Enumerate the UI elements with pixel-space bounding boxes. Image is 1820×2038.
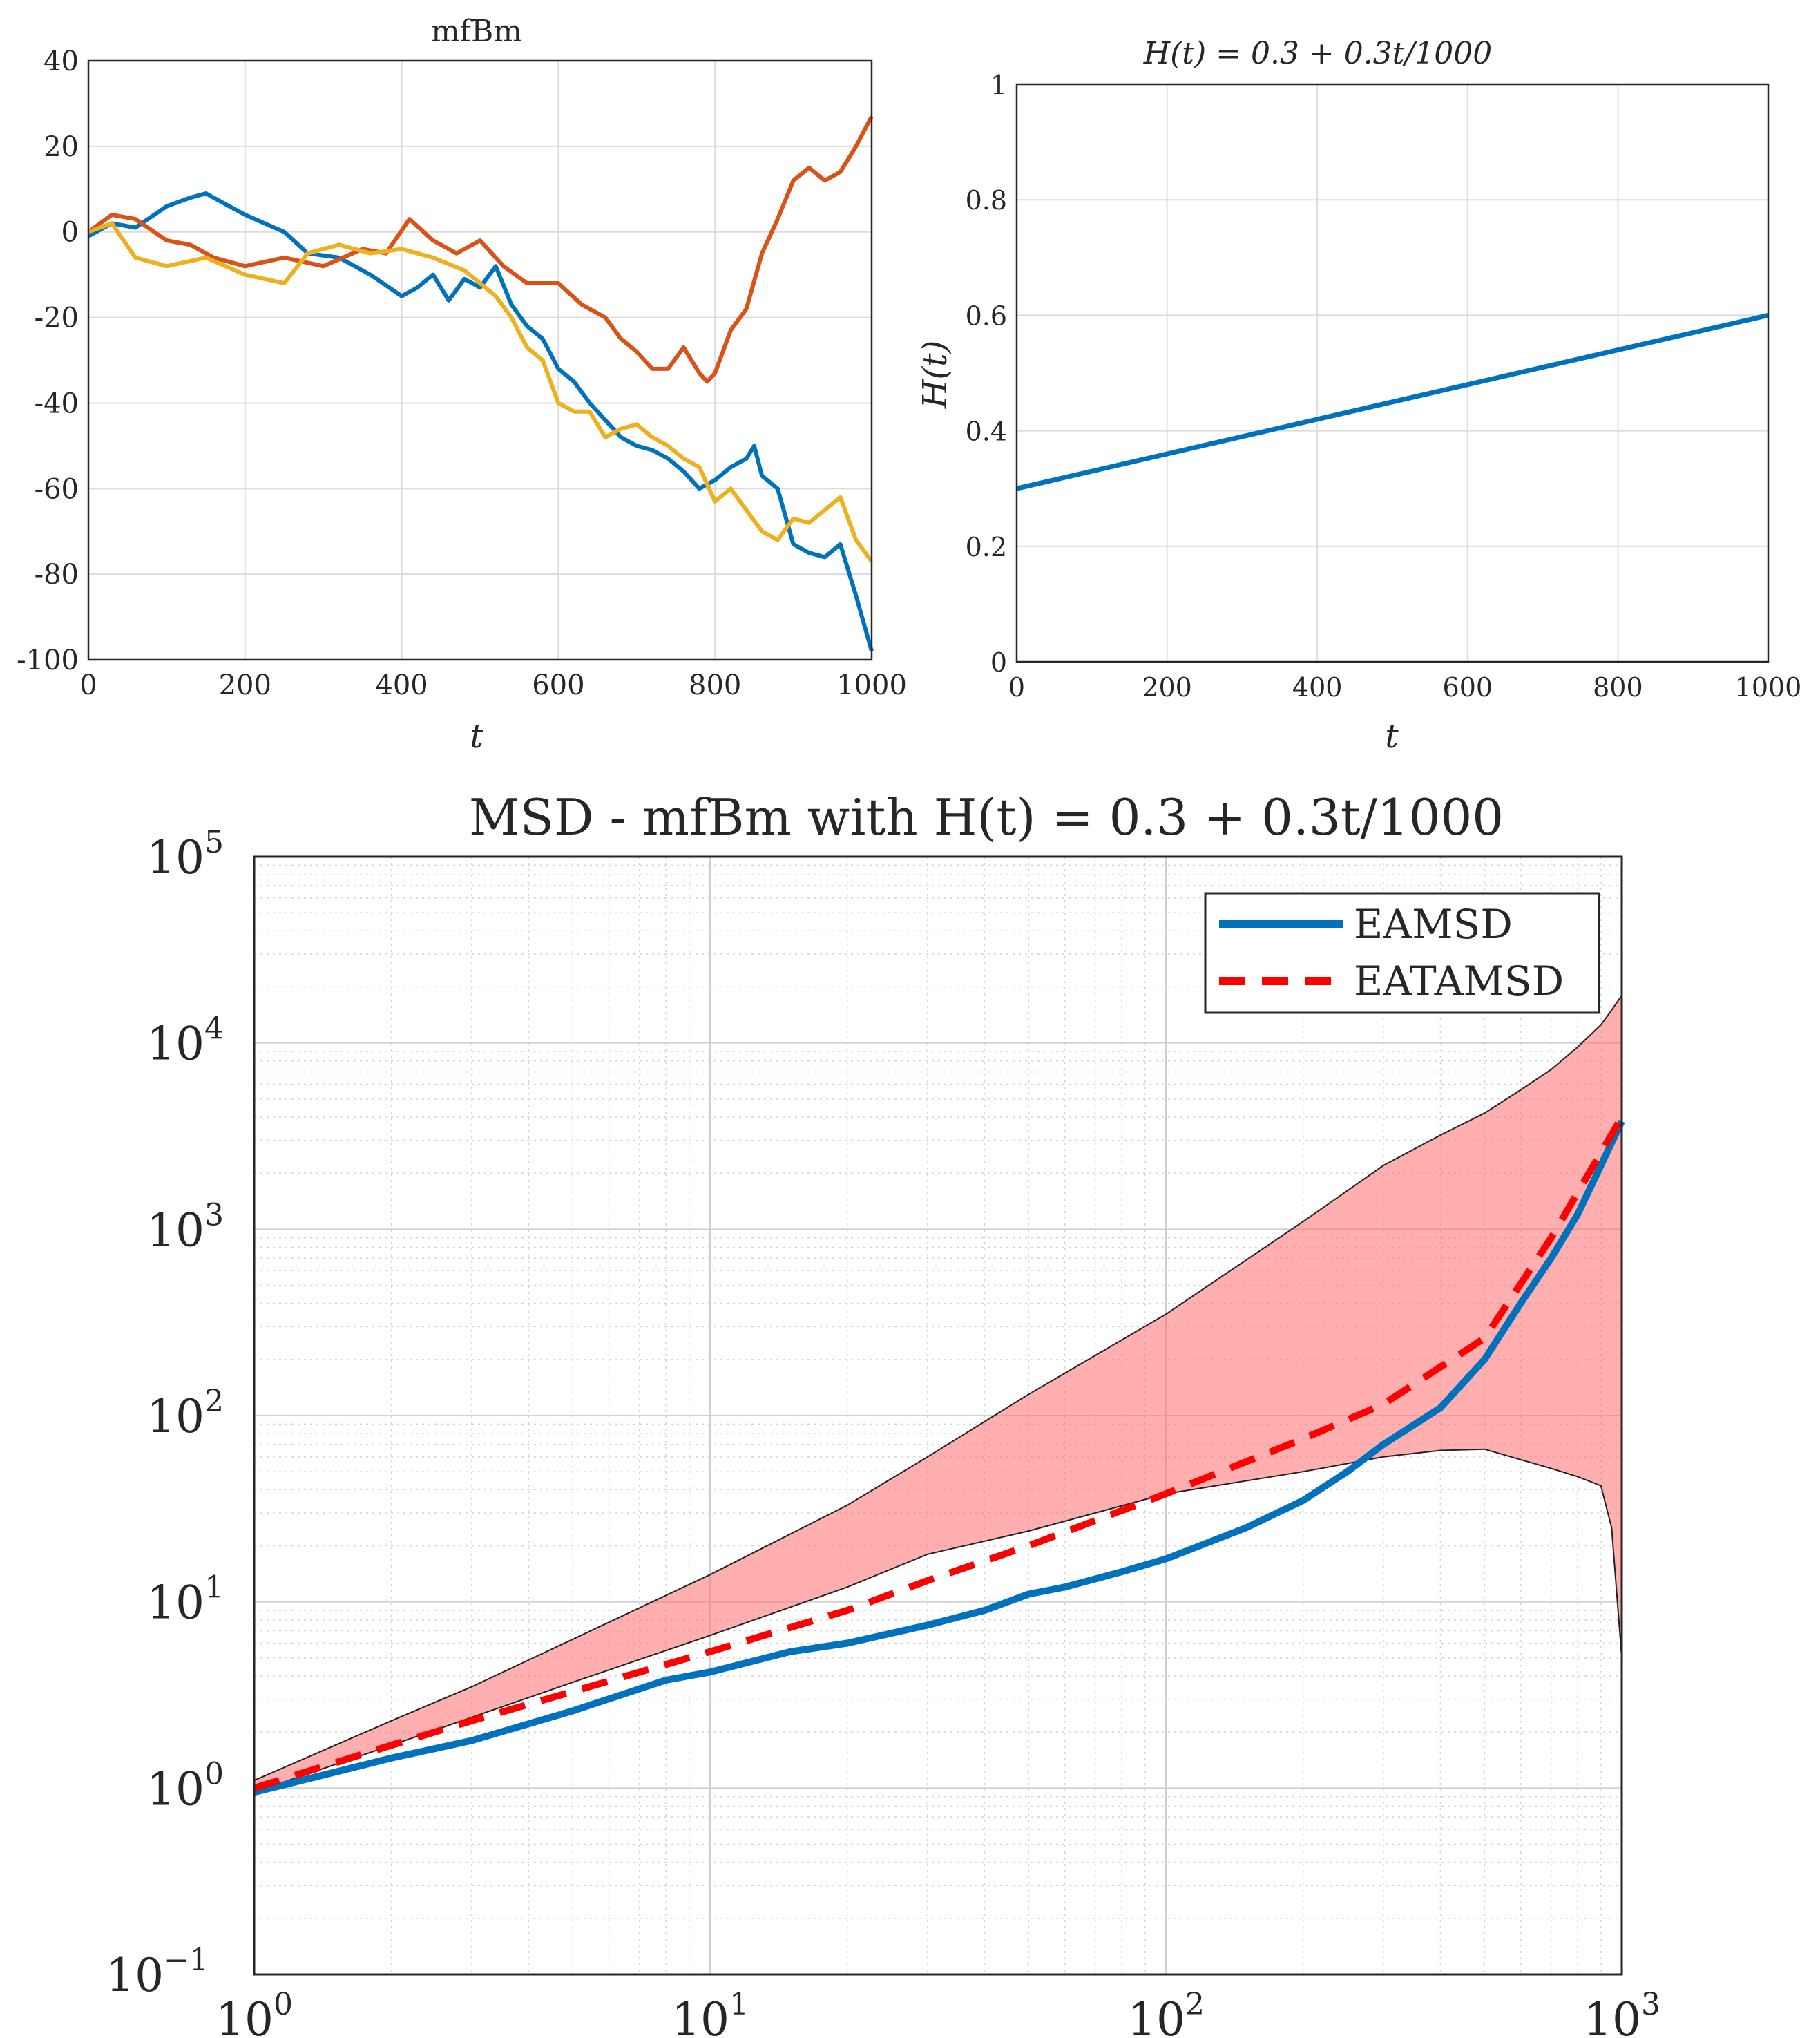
mfbm-ytick-2: -60 (35, 473, 79, 505)
hurst-ytick-1: 0.2 (966, 532, 1007, 562)
hurst-xtick-4: 800 (1593, 672, 1643, 703)
msd-xtick-1: 101 (671, 1987, 749, 2038)
hurst-tick-labels: 0 200 400 600 800 1000 0 0.2 0.4 0.6 0.8 1 (966, 70, 1802, 703)
legend-label-eamsd: EAMSD (1354, 901, 1513, 948)
mfbm-ytick-6: 20 (44, 131, 79, 163)
msd-ytick-4: 103 (146, 1197, 224, 1257)
hurst-axes-box (1015, 83, 1770, 663)
hurst-grid (1016, 84, 1769, 663)
msd-band (253, 995, 1622, 1793)
msd-series-eatamsd (253, 1115, 1625, 1792)
mfbm-ytick-0: -100 (17, 645, 79, 676)
msd-lines (253, 855, 1625, 1976)
mfbm-tick-labels: 0 200 400 600 800 1000 -100 -80 -60 -40 -20 0 20 40 (17, 46, 907, 701)
hurst-xtick-3: 600 (1443, 672, 1493, 703)
msd-xtick-2: 102 (1127, 1987, 1205, 2038)
msd-xtick-3: 103 (1583, 1987, 1660, 2038)
msd-ytick-2: 101 (146, 1570, 224, 1630)
msd-ytick-1: 100 (146, 1756, 224, 1816)
mfbm-ytick-1: -80 (35, 559, 79, 591)
legend-label-eatamsd: EATAMSD (1354, 958, 1564, 1004)
hurst-ylabel: H(t) (916, 341, 955, 410)
msd-legend: EAMSD EATAMSD (1204, 892, 1600, 1014)
hurst-lines (1015, 83, 1770, 663)
msd-ytick-3: 102 (146, 1384, 224, 1443)
msd-band-upper-edge (253, 995, 1622, 1782)
mfbm-series-2 (87, 115, 874, 384)
msd-ytick-6: 105 (146, 825, 224, 884)
hurst-xtick-5: 1000 (1735, 672, 1802, 703)
mfbm-series-3 (87, 221, 874, 563)
mfbm-axes-box (87, 59, 873, 661)
msd-band-lower-edge (253, 1448, 1622, 1793)
hurst-ytick-3: 0.6 (966, 301, 1007, 331)
mfbm-xtick-0: 0 (79, 669, 97, 701)
msd-series-eamsd (253, 1119, 1625, 1796)
mfbm-ytick-4: -20 (35, 303, 79, 334)
msd-xtick-0: 100 (215, 1987, 293, 2038)
msd-ytick-0: 10−1 (106, 1943, 209, 2002)
hurst-xtick-0: 0 (1008, 672, 1025, 703)
mfbm-xtick-3: 600 (532, 669, 584, 701)
mfbm-xlabel: t (470, 717, 483, 756)
msd-ytick-5: 104 (146, 1011, 224, 1071)
hurst-plot-area (1017, 84, 1768, 662)
hurst-ytick-0: 0 (990, 647, 1007, 678)
mfbm-xtick-2: 400 (375, 669, 428, 701)
legend-box (1204, 892, 1600, 1014)
hurst-ytick-2: 0.4 (966, 417, 1007, 447)
mfbm-ytick-3: -40 (35, 388, 79, 419)
hurst-ytick-4: 0.8 (966, 185, 1007, 216)
mfbm-panel: mfBm 0 200 400 600 800 1000 -100 -80 -60 -40 -20 0 2… (17, 14, 907, 756)
mfbm-plot-area (88, 61, 872, 660)
mfbm-xtick-5: 1000 (836, 669, 907, 701)
mfbm-grid (88, 60, 872, 660)
mfbm-series-1 (87, 191, 874, 652)
msd-title: MSD - mfBm with H(t) = 0.3 + 0.3t/1000 (469, 788, 1504, 846)
mfbm-xtick-4: 800 (689, 669, 741, 701)
mfbm-xtick-1: 200 (219, 669, 271, 701)
hurst-panel: H(t) = 0.3 + 0.3t/1000 0 200 400 600 800 1000… (916, 36, 1801, 756)
hurst-xtick-1: 200 (1142, 672, 1192, 703)
mfbm-ytick-5: 0 (61, 217, 79, 249)
msd-axes-box (253, 855, 1623, 1976)
hurst-xlabel: t (1385, 717, 1399, 756)
hurst-xtick-2: 400 (1292, 672, 1343, 703)
mfbm-ytick-7: 40 (44, 46, 79, 77)
msd-panel: MSD - mfBm with H(t) = 0.3 + 0.3t/1000 1… (106, 788, 1660, 2038)
msd-band-fill (254, 995, 1622, 1793)
hurst-series-line (1016, 312, 1769, 491)
hurst-ytick-5: 1 (990, 70, 1007, 100)
mfbm-lines (87, 59, 874, 661)
hurst-title: H(t) = 0.3 + 0.3t/1000 (1143, 36, 1493, 71)
mfbm-title: mfBm (431, 14, 522, 49)
